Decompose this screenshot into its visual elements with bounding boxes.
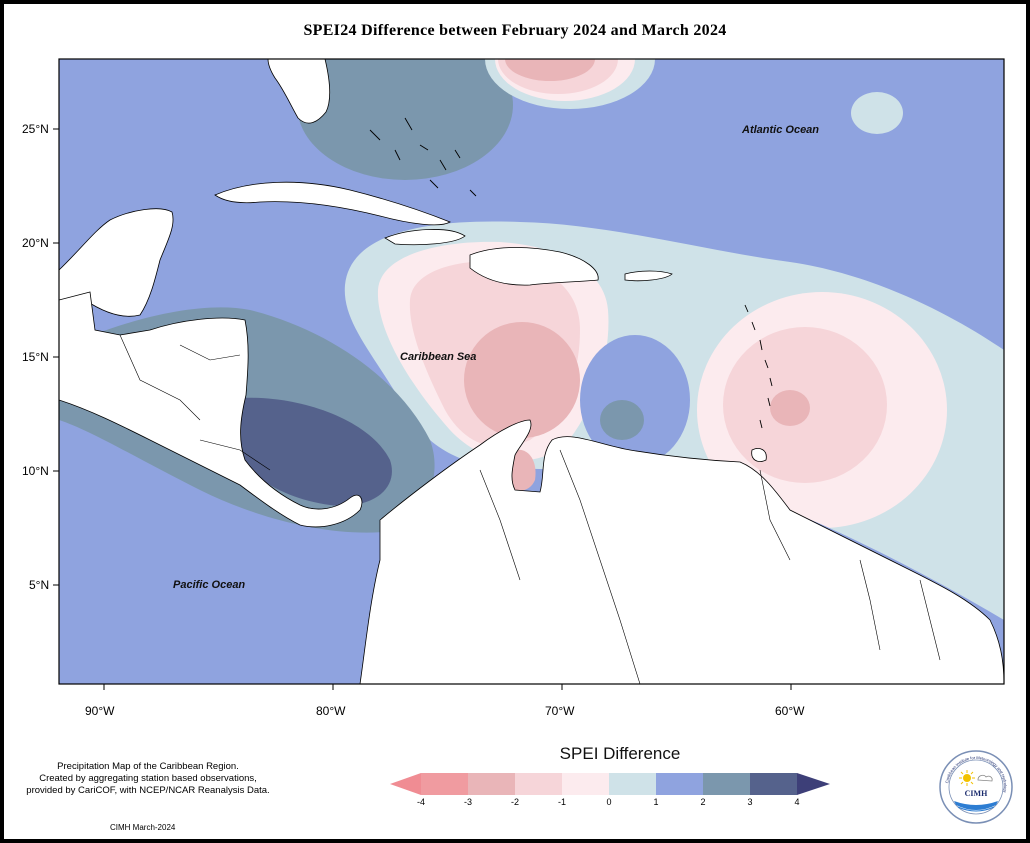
legend-title: SPEI Difference [559,744,681,763]
island-lesser-antilles [744,304,773,429]
border-venezuela-guyana [759,469,791,561]
land-yucatan [59,208,174,317]
legend-swatch-6 [656,773,703,795]
land-trinidad [751,448,767,462]
land-jamaica [384,229,466,246]
contour-centralamerica-level3 [230,397,392,506]
legend-swatch-7 [703,773,750,795]
legend-tick-label: 3 [747,797,753,807]
contour-north-3 [505,59,595,81]
legend-tick-label: -2 [510,797,519,807]
border-colombia-internal [479,469,521,581]
land-centralamerica [59,291,363,528]
y-tick-label: 20°N [22,236,49,250]
contour-atlantic-small [851,92,903,134]
map-title: SPEI24 Difference between February 2024 … [303,22,727,39]
legend-tick-label: -1 [557,797,566,807]
island-bahamas [369,117,477,197]
legend-swatch-4 [562,773,609,795]
sun-icon [959,770,975,786]
legend-tick-label: -4 [416,797,425,807]
legend-tick-label: 0 [606,797,612,807]
land-cuba [214,181,451,226]
border-guyana-suriname [859,559,881,651]
legend-swatch-3 [515,773,562,795]
label-caribbean-sea: Caribbean Sea [400,351,477,363]
legend-tick-label: 4 [794,797,800,807]
label-pacific-ocean: Pacific Ocean [173,579,246,591]
legend-tick-label: 2 [700,797,706,807]
x-tick-label: 60°W [775,704,805,718]
caption-line: provided by CariCOF, with NCEP/NCAR Rean… [26,785,270,796]
axis-ticks [53,128,792,690]
y-tick-label: 10°N [22,464,49,478]
map-border [58,58,1005,685]
contour-central-3 [464,322,580,438]
credit-text: CIMH March-2024 [110,823,176,832]
legend-swatch-5 [609,773,656,795]
land-florida [267,59,331,124]
land-masses [59,59,1004,684]
legend-arrow-right [797,773,830,795]
logo-text: CIMH [965,789,988,798]
contour-east-3 [770,390,810,426]
y-tick-label: 15°N [22,350,49,364]
legend-colorbar [390,773,830,795]
legend-swatch-8 [750,773,797,795]
cimh-logo: CIMH Caribbean Institute for Meteorology… [939,750,1013,824]
y-tick-label: 5°N [29,578,50,592]
border-guatemala [119,334,201,421]
land-puertorico [624,270,673,282]
border-nicaragua [199,439,271,471]
water-wave-icon [954,801,998,812]
x-tick-label: 90°W [85,704,115,718]
cloud-icon [977,774,993,782]
land-hispaniola [469,247,599,286]
contour-curacao-level2 [600,400,644,440]
caption-line: Precipitation Map of the Caribbean Regio… [57,761,239,772]
legend-swatch-2 [468,773,515,795]
spei-field [59,59,1004,684]
legend-tick-label: 1 [653,797,659,807]
label-atlantic-ocean: Atlantic Ocean [742,124,820,136]
contour-bahamas-level2 [297,59,513,180]
border-colombia-venezuela [559,449,641,684]
small-islands [369,117,773,429]
land-southamerica [359,419,1004,684]
legend-swatch-1 [421,773,468,795]
border-suriname-guiana [919,579,941,661]
x-tick-label: 70°W [545,704,575,718]
y-tick-label: 25°N [22,122,49,136]
caption-line: Created by aggregating station based obs… [39,773,257,784]
legend-tick-label: -3 [463,797,472,807]
country-borders [119,334,941,684]
map-caption: Precipitation Map of the Caribbean Regio… [10,761,286,797]
border-honduras [179,344,241,361]
x-tick-label: 80°W [316,704,346,718]
legend-arrow-left [390,773,421,795]
